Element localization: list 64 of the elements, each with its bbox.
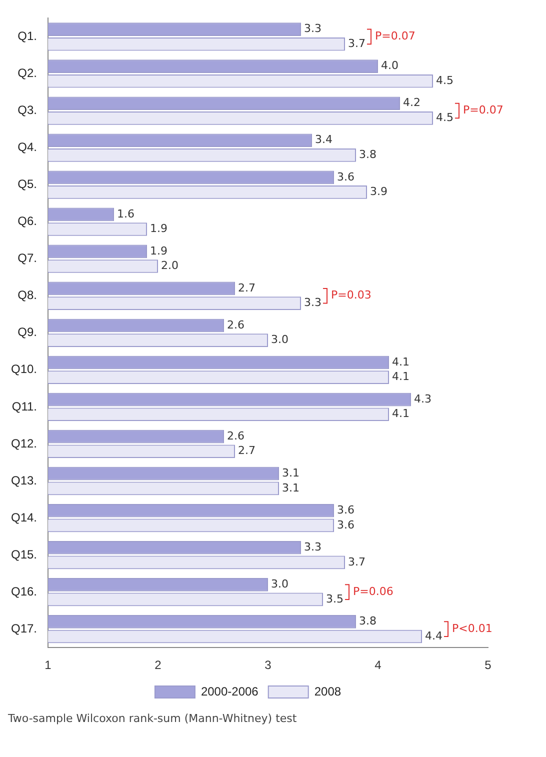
data-label: 4.5 bbox=[436, 111, 454, 124]
x-tick-label: 5 bbox=[484, 658, 492, 672]
annotation: P=0.07 bbox=[375, 30, 416, 43]
y-tick-label: Q17. bbox=[11, 621, 38, 636]
data-label: 2.0 bbox=[161, 259, 179, 272]
x-tick-label: 2 bbox=[154, 658, 162, 672]
y-tick-label: Q4. bbox=[18, 140, 38, 154]
data-label: 3.9 bbox=[370, 185, 388, 198]
annotation: P=0.03 bbox=[331, 288, 372, 302]
data-label: 1.9 bbox=[150, 244, 168, 258]
data-label: 3.0 bbox=[271, 578, 289, 591]
data-label: 4.1 bbox=[392, 370, 410, 384]
y-tick-label: Q2. bbox=[18, 66, 38, 80]
data-label: 2.6 bbox=[227, 318, 245, 332]
data-label: 3.3 bbox=[304, 540, 322, 554]
legend-label: 2000-2006 bbox=[200, 684, 259, 698]
data-label: 2.6 bbox=[227, 429, 245, 442]
x-tick-label: 4 bbox=[374, 658, 382, 672]
data-label: 4.3 bbox=[414, 392, 432, 406]
x-tick-label: 3 bbox=[264, 658, 272, 672]
data-label: 1.6 bbox=[117, 207, 135, 220]
annotation: P=0.07 bbox=[463, 104, 504, 117]
x-tick-label: 1 bbox=[44, 658, 52, 672]
data-label: 4.1 bbox=[392, 407, 410, 420]
annotation: P<0.01 bbox=[452, 622, 492, 635]
data-label: 4.0 bbox=[381, 59, 399, 72]
data-label: 4.2 bbox=[403, 96, 421, 110]
data-label: 1.9 bbox=[150, 222, 168, 236]
data-label: 3.3 bbox=[304, 22, 322, 36]
y-tick-label: Q15. bbox=[11, 547, 38, 562]
text: Two-sample Wilcoxon rank-sum (Mann-Whitney) test bbox=[8, 712, 298, 725]
data-label: 3.6 bbox=[337, 503, 355, 516]
data-label: 3.3 bbox=[304, 296, 322, 310]
data-label: 3.7 bbox=[348, 555, 366, 568]
data-label: 3.8 bbox=[359, 614, 377, 628]
y-tick-label: Q7. bbox=[18, 251, 38, 266]
data-label: 4.5 bbox=[436, 74, 454, 87]
y-tick-label: Q3. bbox=[18, 103, 38, 118]
y-tick-label: Q14. bbox=[11, 510, 38, 524]
data-label: 3.0 bbox=[271, 333, 289, 346]
y-tick-label: Q10. bbox=[11, 362, 38, 376]
data-label: 3.8 bbox=[359, 148, 377, 162]
data-label: 2.7 bbox=[238, 444, 256, 458]
y-tick-label: Q11. bbox=[12, 399, 38, 414]
y-tick-label: Q1. bbox=[18, 29, 38, 44]
data-label: 3.6 bbox=[337, 170, 355, 184]
legend-label: 2008 bbox=[314, 684, 342, 698]
data-label: 3.1 bbox=[282, 466, 300, 480]
y-tick-label: Q8. bbox=[18, 288, 38, 302]
data-label: 3.5 bbox=[326, 592, 344, 606]
y-tick-label: Q6. bbox=[18, 214, 38, 228]
data-label: 3.6 bbox=[337, 518, 355, 532]
data-label: 3.4 bbox=[315, 133, 333, 146]
y-tick-label: Q12. bbox=[11, 436, 38, 450]
data-label: 3.1 bbox=[282, 481, 300, 494]
y-tick-label: Q9. bbox=[18, 325, 38, 340]
data-label: 4.1 bbox=[392, 355, 410, 368]
y-tick-label: Q5. bbox=[18, 177, 38, 192]
data-label: 2.7 bbox=[238, 281, 256, 294]
y-tick-label: Q13. bbox=[11, 473, 38, 488]
y-tick-label: Q16. bbox=[11, 584, 38, 598]
data-label: 4.4 bbox=[425, 629, 442, 642]
annotation: P=0.06 bbox=[353, 584, 394, 598]
data-label: 3.7 bbox=[348, 36, 366, 50]
